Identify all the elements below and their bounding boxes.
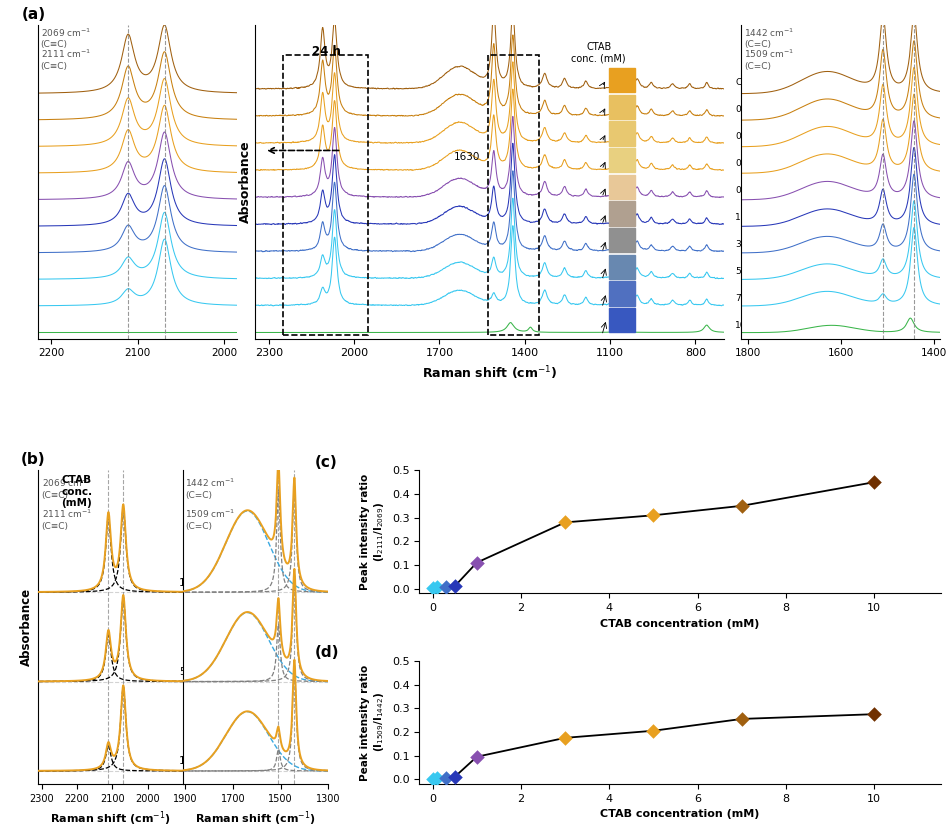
Bar bbox=[609, 68, 635, 93]
Text: 1509 cm$^{-1}$
(C=C): 1509 cm$^{-1}$ (C=C) bbox=[185, 508, 236, 530]
Y-axis label: Absorbance: Absorbance bbox=[239, 140, 252, 224]
X-axis label: Raman shift (cm$^{-1}$): Raman shift (cm$^{-1}$) bbox=[422, 364, 557, 381]
Point bbox=[447, 770, 463, 783]
Bar bbox=[609, 281, 635, 306]
Point bbox=[734, 712, 750, 726]
Point bbox=[866, 707, 882, 721]
Point bbox=[425, 581, 440, 595]
Text: (a): (a) bbox=[22, 7, 47, 22]
Y-axis label: Absorbance: Absorbance bbox=[19, 588, 32, 666]
Text: (c): (c) bbox=[315, 455, 338, 470]
X-axis label: CTAB concentration (mM): CTAB concentration (mM) bbox=[600, 809, 760, 819]
Bar bbox=[609, 148, 635, 173]
Point bbox=[429, 771, 445, 785]
Text: 2111 cm$^{-1}$
(C≡C): 2111 cm$^{-1}$ (C≡C) bbox=[42, 508, 92, 530]
Text: 1: 1 bbox=[735, 213, 741, 222]
Text: (d): (d) bbox=[315, 646, 340, 661]
Bar bbox=[609, 174, 635, 199]
Text: 1442 cm$^{-1}$
(C=C): 1442 cm$^{-1}$ (C=C) bbox=[745, 26, 795, 49]
Text: 2111 cm$^{-1}$
(C≡C): 2111 cm$^{-1}$ (C≡C) bbox=[41, 48, 91, 71]
Point bbox=[558, 731, 573, 745]
Point bbox=[469, 750, 484, 763]
Text: 2069 cm$^{-1}$
(C≡C): 2069 cm$^{-1}$ (C≡C) bbox=[41, 26, 91, 49]
Text: (b): (b) bbox=[21, 452, 46, 467]
Y-axis label: Peak intensity ratio
(I$_{1509}$/I$_{1442}$): Peak intensity ratio (I$_{1509}$/I$_{144… bbox=[360, 665, 387, 781]
Text: 5: 5 bbox=[179, 667, 185, 677]
Text: 0.1: 0.1 bbox=[735, 132, 750, 141]
Text: 1509 cm$^{-1}$
(C=C): 1509 cm$^{-1}$ (C=C) bbox=[745, 48, 795, 71]
Text: CTAB: CTAB bbox=[735, 78, 758, 87]
Point bbox=[429, 580, 445, 594]
Bar bbox=[609, 201, 635, 226]
Point bbox=[646, 509, 661, 522]
Y-axis label: Peak intensity ratio
(I$_{2111}$/I$_{2069}$): Peak intensity ratio (I$_{2111}$/I$_{206… bbox=[360, 474, 387, 590]
Text: 10: 10 bbox=[735, 321, 747, 330]
Bar bbox=[609, 308, 635, 333]
X-axis label: Raman shift (cm$^{-1}$): Raman shift (cm$^{-1}$) bbox=[50, 809, 171, 828]
Bar bbox=[609, 228, 635, 253]
Text: 0.5: 0.5 bbox=[735, 186, 750, 195]
Bar bbox=[609, 94, 635, 119]
Text: 3: 3 bbox=[735, 240, 741, 249]
Point bbox=[646, 724, 661, 737]
Text: 1: 1 bbox=[179, 756, 185, 766]
Point bbox=[425, 771, 440, 785]
Text: 0: 0 bbox=[735, 104, 741, 113]
Text: 5: 5 bbox=[735, 267, 741, 276]
Point bbox=[866, 475, 882, 489]
X-axis label: Raman shift (cm$^{-1}$): Raman shift (cm$^{-1}$) bbox=[196, 809, 316, 828]
Text: 1442 cm$^{-1}$
(C=C): 1442 cm$^{-1}$ (C=C) bbox=[185, 477, 236, 500]
Point bbox=[734, 500, 750, 513]
Point bbox=[558, 515, 573, 529]
Point bbox=[447, 580, 463, 593]
Bar bbox=[609, 121, 635, 146]
Text: 10: 10 bbox=[179, 578, 192, 588]
X-axis label: CTAB concentration (mM): CTAB concentration (mM) bbox=[600, 619, 760, 629]
Point bbox=[438, 580, 453, 594]
Point bbox=[438, 771, 453, 784]
Text: 2069 cm$^{-1}$
(C≡C): 2069 cm$^{-1}$ (C≡C) bbox=[42, 477, 92, 500]
Text: 7: 7 bbox=[735, 294, 741, 303]
Text: CTAB
conc.
(mM): CTAB conc. (mM) bbox=[62, 475, 92, 509]
Text: 24 h: 24 h bbox=[312, 44, 340, 58]
Bar bbox=[609, 254, 635, 279]
Point bbox=[469, 556, 484, 570]
Text: 1630: 1630 bbox=[454, 153, 480, 163]
Text: CTAB
conc. (mM): CTAB conc. (mM) bbox=[571, 43, 626, 64]
Text: 0.3: 0.3 bbox=[735, 158, 750, 168]
